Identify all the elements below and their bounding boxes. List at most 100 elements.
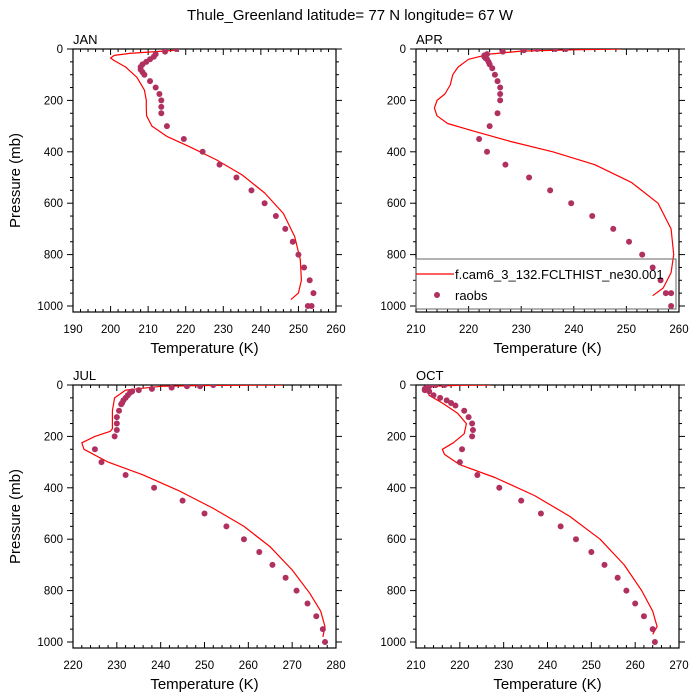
legend-box <box>415 258 677 310</box>
raobs-point <box>223 523 230 530</box>
raobs-point <box>113 420 120 427</box>
figure-title: Thule_Greenland latitude= 77 N longitude… <box>187 7 514 24</box>
raobs-point <box>98 459 105 466</box>
y-tick-label: 0 <box>57 380 63 392</box>
raobs-point <box>494 110 501 117</box>
raobs-point <box>668 290 675 297</box>
raobs-point <box>122 471 129 478</box>
panel-jul: JUL 220 230 240 250 260 270 280 0 200 400 600 800 100… <box>7 368 346 693</box>
raobs-point <box>476 135 483 142</box>
raobs-point <box>533 49 540 52</box>
raobs-point <box>614 574 621 581</box>
x-tick-label: 270 <box>283 660 302 672</box>
x-tick-label: 230 <box>214 324 233 336</box>
raobs-point <box>256 549 263 556</box>
raobs-point <box>474 471 481 478</box>
x-tick-label: 260 <box>239 660 258 672</box>
raobs-point <box>494 78 501 85</box>
raobs-point <box>465 414 472 421</box>
y-tick-label: 800 <box>44 250 63 262</box>
panel-label: JUL <box>73 368 96 383</box>
raobs-point <box>486 123 493 130</box>
raobs-point <box>151 484 158 491</box>
raobs-point <box>152 84 159 91</box>
raobs-point <box>156 90 163 97</box>
raobs-point <box>199 148 206 155</box>
raobs-point <box>113 414 120 421</box>
x-tick-label: 260 <box>669 324 688 336</box>
x-tick-label: 240 <box>151 660 170 672</box>
raobs-point <box>552 49 559 52</box>
data-layer <box>81 385 329 645</box>
x-tick-label: 230 <box>107 660 126 672</box>
raobs-point <box>441 385 448 388</box>
x-tick-label: 270 <box>669 660 688 672</box>
raobs-point <box>295 251 302 258</box>
y-tick-label: 1000 <box>380 637 406 649</box>
x-tick-label: 220 <box>176 324 195 336</box>
legend-entry-obs: raobs <box>455 288 488 303</box>
y-tick-label: 600 <box>387 198 406 210</box>
raobs-point <box>111 433 118 440</box>
raobs-point <box>649 264 656 271</box>
x-tick-label: 260 <box>626 660 645 672</box>
panel-apr: APR 210 220 230 240 250 260 0 200 400 600 800 1000 Te… <box>380 32 688 357</box>
x-axis-label: Temperature (K) <box>150 676 258 693</box>
raobs-point <box>289 238 296 245</box>
raobs-point <box>589 213 596 220</box>
x-tick-label: 250 <box>289 324 308 336</box>
raobs-point <box>662 290 669 297</box>
x-tick-label: 260 <box>326 324 345 336</box>
raobs-point <box>158 97 165 104</box>
y-tick-label: 400 <box>387 147 406 159</box>
raobs-point <box>518 497 525 504</box>
raobs-point <box>526 174 533 181</box>
raobs-point <box>306 277 313 284</box>
raobs-point <box>497 90 504 97</box>
raobs-point <box>147 78 154 85</box>
raobs-point <box>588 549 595 556</box>
x-tick-label: 280 <box>326 660 345 672</box>
data-layer <box>109 49 317 309</box>
panel-label: OCT <box>416 368 444 383</box>
x-axis-label: Temperature (K) <box>493 340 601 357</box>
raobs-point <box>649 626 656 633</box>
x-tick-label: 220 <box>459 324 478 336</box>
x-tick-label: 210 <box>406 660 425 672</box>
raobs-point <box>113 426 120 433</box>
plot-frame <box>72 48 337 313</box>
raobs-point <box>118 401 125 408</box>
raobs-point <box>484 148 491 155</box>
raobs-point <box>233 174 240 181</box>
x-tick-label: 220 <box>63 660 82 672</box>
raobs-point <box>313 613 320 620</box>
y-tick-label: 1000 <box>380 301 406 313</box>
y-tick-label: 800 <box>387 586 406 598</box>
y-tick-label: 400 <box>387 483 406 495</box>
raobs-point <box>282 225 289 232</box>
raobs-point <box>632 600 639 607</box>
raobs-point <box>461 407 468 414</box>
panel-label: APR <box>416 32 443 47</box>
raobs-point <box>430 392 437 399</box>
raobs-point <box>282 574 289 581</box>
raobs-point <box>141 71 148 78</box>
raobs-point <box>456 459 463 466</box>
x-axis-label: Temperature (K) <box>493 676 601 693</box>
y-tick-label: 800 <box>44 586 63 598</box>
model-profile-line <box>426 385 658 635</box>
raobs-point <box>572 536 579 543</box>
y-axis-label: Pressure (mb) <box>7 133 24 228</box>
y-tick-label: 600 <box>387 534 406 546</box>
y-tick-label: 0 <box>400 44 406 56</box>
raobs-point <box>437 394 444 401</box>
raobs-point <box>502 161 509 168</box>
raobs-point <box>248 187 255 194</box>
y-tick-label: 200 <box>387 95 406 107</box>
raobs-point <box>626 238 633 245</box>
raobs-point <box>310 290 317 297</box>
raobs-point <box>162 49 169 55</box>
raobs-point <box>639 251 646 258</box>
raobs-point <box>116 407 123 414</box>
